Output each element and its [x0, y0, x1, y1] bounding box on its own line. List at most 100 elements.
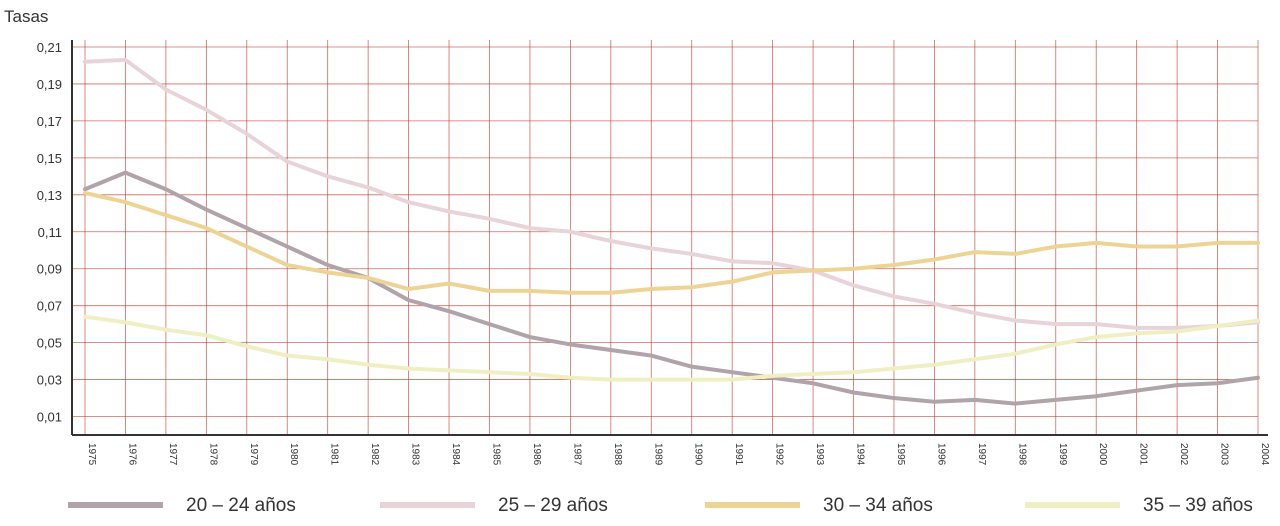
data-point: [1094, 241, 1098, 245]
data-point: [1013, 252, 1017, 256]
y-tick-label: 0,01: [37, 410, 62, 425]
data-point: [164, 328, 168, 332]
data-point: [245, 244, 249, 249]
data-point: [1175, 329, 1179, 334]
data-point: [730, 259, 734, 263]
data-point: [164, 87, 168, 92]
data-point: [528, 335, 532, 339]
data-point: [204, 226, 208, 230]
data-point: [83, 187, 87, 191]
x-tick-label: 1985: [490, 443, 501, 466]
x-axis: 1975 1976 1977 1978 1979 1980 1981 1982 1983 1984…: [72, 434, 1270, 466]
x-tick-label: 1987: [571, 443, 582, 466]
x-tick-label: 1990: [693, 443, 704, 466]
data-point: [690, 252, 694, 256]
data-point: [123, 200, 128, 204]
data-point: [1175, 244, 1179, 249]
data-point: [973, 311, 977, 315]
y-tick-label: 0,05: [37, 336, 62, 351]
data-point: [568, 342, 572, 347]
data-point: [892, 396, 896, 400]
data-point: [649, 377, 653, 382]
data-point: [528, 289, 532, 293]
data-point: [1256, 241, 1260, 245]
data-point: [245, 226, 249, 230]
data-point: [1215, 381, 1220, 385]
data-point: [771, 270, 775, 275]
data-point: [811, 381, 815, 385]
data-point: [892, 294, 896, 299]
data-point: [164, 213, 168, 217]
x-tick-label: 1992: [774, 443, 785, 466]
data-point: [1013, 352, 1017, 356]
data-point: [487, 322, 492, 326]
y-tick-label: 0,03: [37, 373, 62, 388]
data-point: [568, 230, 572, 234]
series-line: [83, 314, 1260, 382]
x-tick-label: 1994: [855, 443, 866, 466]
data-point: [649, 287, 653, 291]
x-tick-label: 1976: [126, 443, 137, 466]
data-point: [123, 320, 128, 324]
data-point: [973, 357, 977, 361]
data-point: [285, 159, 289, 164]
x-tick-label: 1975: [86, 443, 97, 466]
x-tick-label: 1998: [1016, 443, 1027, 466]
data-point: [447, 281, 451, 286]
y-tick-label: 0,13: [37, 188, 62, 203]
data-point: [1054, 398, 1058, 402]
data-point: [204, 108, 208, 112]
data-point: [690, 285, 694, 289]
data-point: [83, 60, 87, 64]
data-point: [609, 377, 613, 382]
data-point: [83, 191, 87, 195]
x-tick-label: 1984: [450, 443, 461, 466]
data-point: [1054, 322, 1058, 326]
data-point: [851, 370, 856, 374]
data-point: [285, 244, 289, 249]
data-point: [164, 187, 168, 191]
data-point: [1175, 326, 1179, 330]
series-line: [83, 170, 1260, 406]
data-point: [932, 302, 937, 306]
data-point: [447, 309, 451, 313]
x-tick-label: 1993: [814, 443, 825, 466]
y-tick-label: 0,21: [37, 40, 62, 55]
x-tick-label: 1983: [410, 443, 421, 466]
data-point: [366, 363, 370, 367]
data-point: [406, 287, 411, 291]
x-tick-label: 1979: [248, 443, 259, 466]
y-tick-label: 0,19: [37, 77, 62, 92]
data-point: [1013, 318, 1017, 323]
data-point: [1054, 244, 1058, 249]
data-point: [1013, 401, 1017, 406]
data-point: [609, 291, 613, 295]
data-point: [447, 368, 451, 372]
data-point: [123, 171, 128, 175]
y-tick-label: 0,11: [38, 225, 62, 240]
data-point: [892, 263, 896, 267]
data-point: [1094, 335, 1098, 339]
data-point: [811, 372, 815, 376]
data-point: [326, 270, 330, 275]
x-tick-label: 2000: [1097, 443, 1108, 466]
data-point: [1054, 342, 1058, 347]
data-point: [851, 267, 856, 271]
data-point: [1215, 241, 1220, 245]
legend-label: 20 – 24 años: [186, 495, 296, 516]
x-tick-label: 1982: [369, 443, 380, 466]
x-tick-label: 1997: [976, 443, 987, 466]
data-point: [487, 370, 492, 374]
data-point: [245, 344, 249, 348]
data-point: [1135, 389, 1139, 393]
data-point: [609, 239, 613, 243]
data-point: [406, 298, 411, 302]
data-point: [811, 268, 815, 273]
y-tick-label: 0,17: [37, 114, 62, 129]
data-point: [609, 348, 613, 352]
data-point: [285, 353, 289, 358]
x-tick-label: 1988: [612, 443, 623, 466]
series-line: [83, 57, 1260, 330]
data-point: [568, 376, 572, 380]
data-point: [932, 257, 937, 262]
